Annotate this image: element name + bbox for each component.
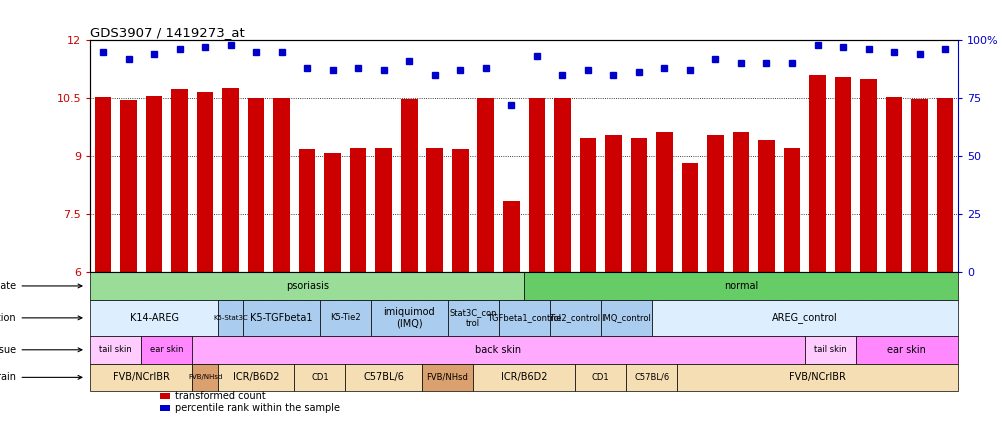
Text: strain: strain [0,373,82,382]
Bar [90,272,523,300]
Bar [145,96,162,272]
Text: CD1: CD1 [591,373,609,382]
Text: FVB/NHsd: FVB/NHsd [187,374,222,381]
Bar [274,99,290,272]
Text: imiquimod
(IMQ): imiquimod (IMQ) [383,307,435,329]
Text: K5-Tie2: K5-Tie2 [330,313,361,322]
Bar [320,300,371,336]
Bar [192,364,217,391]
Bar [911,99,927,272]
Text: tissue: tissue [0,345,82,355]
Bar [936,98,953,272]
Bar [553,98,570,272]
Text: IMQ_control: IMQ_control [600,313,650,322]
Bar [247,99,265,272]
Text: back skin: back skin [475,345,521,355]
Text: GDS3907 / 1419273_at: GDS3907 / 1419273_at [90,26,244,39]
Bar [809,75,825,272]
Bar [473,364,574,391]
Text: CD1: CD1 [311,373,329,382]
Bar [141,336,192,364]
Bar [217,300,243,336]
Bar [90,336,141,364]
Text: Stat3C_con
trol: Stat3C_con trol [449,308,496,328]
Text: tail skin: tail skin [99,345,132,354]
Bar [94,97,111,272]
Bar [498,300,549,336]
Bar [422,364,473,391]
Bar [120,100,136,272]
Bar [159,405,170,412]
Bar [324,153,341,272]
Bar [350,147,366,272]
Bar [579,138,595,272]
Text: K5-TGFbeta1: K5-TGFbeta1 [250,313,313,323]
Bar [625,364,676,391]
Bar [299,149,316,272]
Text: TGFbeta1_control: TGFbeta1_control [487,313,560,322]
Text: ear skin: ear skin [150,345,183,354]
Text: FVB/NCrIBR: FVB/NCrIBR [789,373,845,382]
Bar [345,364,422,391]
Bar [860,79,876,272]
Text: normal: normal [723,281,758,291]
Text: tail skin: tail skin [813,345,846,354]
Text: C57BL/6: C57BL/6 [363,373,404,382]
Bar [371,300,447,336]
Bar [159,392,170,399]
Bar [758,140,774,272]
Bar [600,300,651,336]
Bar [676,364,957,391]
Bar [477,99,494,272]
Text: AREG_control: AREG_control [772,313,837,323]
Bar [196,92,213,272]
Bar [706,135,723,272]
Bar [681,163,697,272]
Text: ICR/B6D2: ICR/B6D2 [232,373,280,382]
Text: K14-AREG: K14-AREG [129,313,178,323]
Bar [655,132,672,272]
Text: disease state: disease state [0,281,82,291]
Bar [192,336,804,364]
Text: genotype/variation: genotype/variation [0,313,82,323]
Bar [503,201,519,272]
Bar [574,364,625,391]
Text: percentile rank within the sample: percentile rank within the sample [175,403,340,413]
Bar [528,98,544,272]
Bar [855,336,957,364]
Text: transformed count: transformed count [175,391,266,401]
Bar [651,300,957,336]
Text: Tie2_control: Tie2_control [549,313,600,322]
Bar [426,147,443,272]
Bar [375,148,392,272]
Bar [549,300,600,336]
Text: psoriasis: psoriasis [286,281,329,291]
Bar [731,132,748,272]
Bar [90,300,217,336]
Bar [243,300,320,336]
Text: FVB/NHsd: FVB/NHsd [426,373,468,382]
Bar [604,135,621,272]
Bar [90,364,192,391]
Text: K5-Stat3C: K5-Stat3C [213,315,247,321]
Text: FVB/NCrIBR: FVB/NCrIBR [113,373,169,382]
Bar [524,272,957,300]
Bar [295,364,345,391]
Bar [171,90,187,272]
Bar [447,300,498,336]
Bar [401,99,417,272]
Bar [783,147,800,272]
Text: C57BL/6: C57BL/6 [633,373,668,382]
Text: ICR/B6D2: ICR/B6D2 [500,373,547,382]
Bar [222,88,238,272]
Bar [885,97,902,272]
Bar [452,149,468,272]
Bar [630,138,646,272]
Bar [804,336,855,364]
Bar [834,77,851,272]
Bar [217,364,295,391]
Text: ear skin: ear skin [887,345,925,355]
